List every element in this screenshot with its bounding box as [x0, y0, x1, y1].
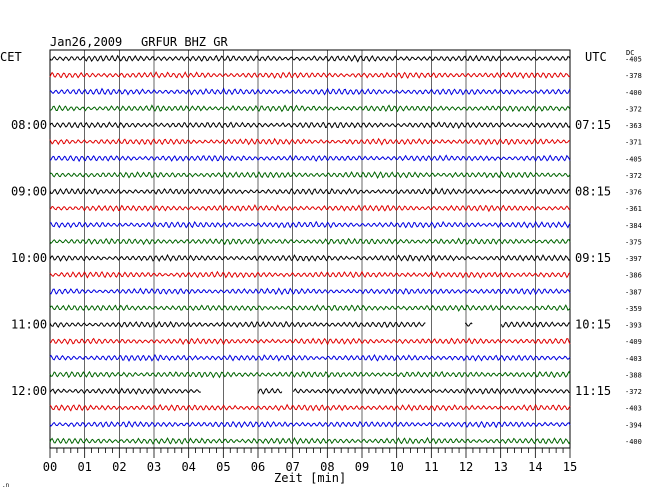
dc-offset-label: -378	[625, 72, 642, 80]
trace-line	[49, 87, 571, 96]
x-tick-label: 01	[77, 460, 91, 474]
left-time-label: 12:00	[11, 384, 47, 398]
trace-line	[49, 54, 571, 63]
right-time-label: 08:15	[575, 185, 611, 199]
left-time-label: 08:00	[11, 118, 47, 132]
trace-line	[49, 137, 571, 146]
trace-line	[49, 71, 571, 80]
right-time-label: 10:15	[575, 318, 611, 332]
chart-date: Jan26,2009	[50, 35, 122, 49]
dc-offset-label: -361	[625, 205, 642, 213]
minute-grid	[84, 50, 536, 448]
x-tick-label: 10	[389, 460, 403, 474]
trace-line	[49, 171, 571, 180]
left-time-label: 10:00	[11, 251, 47, 265]
x-tick-label: 02	[112, 460, 126, 474]
dc-offset-label: -387	[625, 288, 642, 296]
x-tick-label: 03	[147, 460, 161, 474]
dc-offset-label: -384	[625, 222, 642, 230]
trace-line	[49, 420, 571, 429]
dc-offset-label: -372	[625, 388, 642, 396]
dc-offset-label: -405	[625, 155, 642, 163]
trace-line	[49, 270, 571, 279]
chart-station: GRFUR BHZ GR	[141, 35, 228, 49]
right-time-labels: 07:15 08:15 09:15 10:15 11:15	[575, 118, 611, 398]
x-tick-label: 12	[459, 460, 473, 474]
x-tick-label: 08	[320, 460, 334, 474]
x-tick-label: 04	[181, 460, 195, 474]
trace-line	[49, 104, 571, 113]
dc-offset-label: -375	[625, 238, 642, 246]
trace-line	[49, 304, 571, 312]
trace-line	[49, 121, 571, 130]
trace-line	[49, 353, 571, 362]
dc-offset-label: -394	[625, 421, 642, 429]
trace-line	[49, 154, 571, 163]
left-time-label: 09:00	[11, 185, 47, 199]
x-tick-label: 13	[493, 460, 507, 474]
x-tick-label: 07	[285, 460, 299, 474]
left-time-labels: 08:00 09:00 10:00 11:00 12:00	[11, 118, 47, 398]
dc-offset-label: -397	[625, 255, 642, 263]
dc-offset-label: -386	[625, 272, 642, 280]
trace-line	[49, 204, 571, 213]
trace-line	[49, 253, 571, 263]
corner-mark: .n	[2, 482, 10, 489]
trace-line	[49, 436, 571, 445]
x-tick-label: 09	[355, 460, 369, 474]
right-timezone-label: UTC	[585, 50, 607, 64]
x-tick-label: 05	[216, 460, 230, 474]
dc-offset-label: -405	[625, 56, 642, 64]
dc-offset-label: -400	[625, 438, 642, 446]
plot-frame	[49, 49, 571, 449]
dc-offset-label: -403	[625, 405, 642, 413]
dc-offset-label: -400	[625, 89, 642, 97]
dc-offset-label: -372	[625, 172, 642, 180]
dc-offset-label: -363	[625, 122, 642, 130]
right-time-label: 11:15	[575, 384, 611, 398]
dc-offset-label: -393	[625, 322, 642, 330]
dc-offset-label: -359	[625, 305, 642, 313]
left-time-label: 11:00	[11, 318, 47, 332]
x-tick-label: 11	[424, 460, 438, 474]
x-tick-label: 00	[43, 460, 57, 474]
x-tick-label: 06	[251, 460, 265, 474]
dc-offset-label: -372	[625, 105, 642, 113]
trace-line	[49, 387, 571, 395]
right-time-label: 09:15	[575, 251, 611, 265]
trace-line	[49, 403, 571, 412]
seismogram-traces	[49, 54, 571, 445]
left-timezone-label: CET	[0, 50, 22, 64]
trace-line	[49, 337, 571, 346]
dc-offset-label: -409	[625, 338, 642, 346]
dc-header-label: DC	[626, 49, 634, 57]
x-axis-label: Zeit [min]	[274, 471, 346, 485]
dc-offset-labels: -405 -378 -400 -372 -363 -371 -405 -372 -376 -361…	[625, 56, 642, 446]
trace-line	[49, 320, 571, 329]
trace-line	[49, 187, 571, 196]
dc-offset-label: -371	[625, 139, 642, 147]
trace-line	[49, 220, 571, 229]
trace-line	[49, 237, 571, 246]
trace-line	[49, 370, 571, 379]
x-tick-label: 14	[528, 460, 542, 474]
dc-offset-label: -388	[625, 371, 642, 379]
right-time-label: 07:15	[575, 118, 611, 132]
x-axis: 00 01 02 03 04 05 06 07 08 09 10 11 12 13 14 15	[43, 448, 577, 474]
dc-offset-label: -376	[625, 189, 642, 197]
x-tick-label: 15	[563, 460, 577, 474]
dc-offset-label: -403	[625, 355, 642, 363]
trace-line	[49, 287, 571, 296]
